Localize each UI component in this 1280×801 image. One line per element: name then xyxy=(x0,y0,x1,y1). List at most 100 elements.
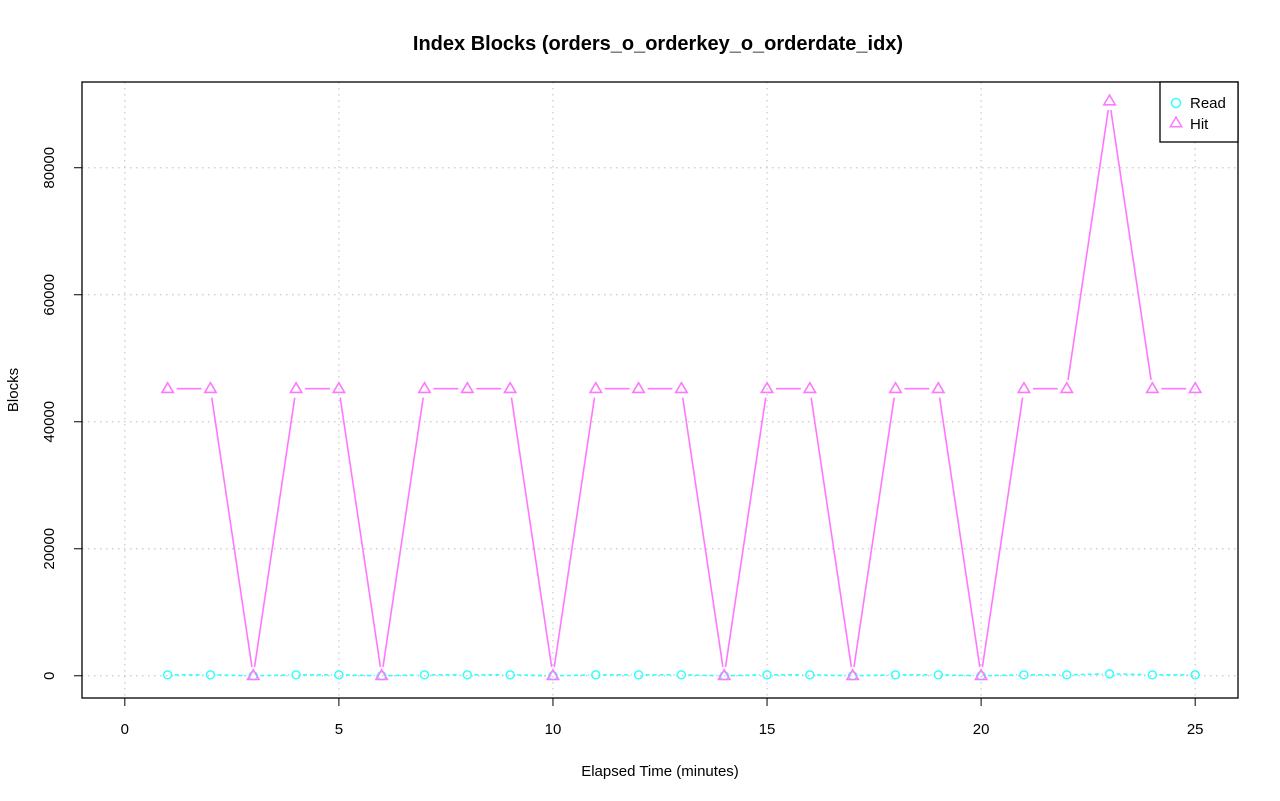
x-axis-label: Elapsed Time (minutes) xyxy=(581,763,739,780)
legend-read-marker xyxy=(1170,97,1182,109)
series-line-segment xyxy=(339,397,382,667)
legend-hit-label: Hit xyxy=(1190,116,1209,133)
plot-frame xyxy=(81,81,1239,699)
legend-read-label: Read xyxy=(1190,95,1226,112)
series-line-segment xyxy=(1067,109,1110,380)
legend-hit-marker xyxy=(1168,115,1184,128)
legend: Read Hit xyxy=(1159,81,1239,143)
data-point xyxy=(419,670,430,680)
data-point xyxy=(288,381,304,394)
data-point xyxy=(1102,93,1117,106)
data-point xyxy=(974,668,989,681)
x-tick-label: 20 xyxy=(973,721,990,738)
data-point xyxy=(631,381,646,394)
y-tick-label: 0 xyxy=(41,672,58,680)
series-line-segment xyxy=(988,674,1017,677)
series-line-segment xyxy=(382,397,424,667)
series-layer xyxy=(160,93,1203,681)
x-tick-label: 25 xyxy=(1187,721,1204,738)
series-line-segment xyxy=(945,674,975,677)
data-point xyxy=(417,381,432,394)
data-point xyxy=(1190,670,1200,680)
series-line-segment xyxy=(1110,109,1152,380)
series-line-segment xyxy=(859,674,889,677)
data-point xyxy=(162,670,173,680)
data-point xyxy=(246,668,261,681)
grid xyxy=(82,82,1238,698)
y-tick-label: 60000 xyxy=(41,274,58,316)
data-point xyxy=(802,381,817,394)
series-hit xyxy=(160,93,1203,681)
data-point xyxy=(1145,381,1160,394)
series-line-segment xyxy=(816,674,846,677)
series-line-segment xyxy=(253,397,296,667)
series-line-segment xyxy=(681,397,724,667)
data-point xyxy=(331,381,346,394)
data-point xyxy=(717,668,732,681)
data-point xyxy=(762,670,772,680)
y-tick-label: 80000 xyxy=(41,147,58,189)
data-point xyxy=(588,381,603,394)
data-point xyxy=(1104,669,1115,679)
data-point xyxy=(205,670,216,680)
x-tick-label: 10 xyxy=(545,721,562,738)
data-point xyxy=(334,670,344,680)
series-line-segment xyxy=(1073,673,1103,676)
data-point xyxy=(1061,670,1072,680)
series-line-segment xyxy=(559,674,589,677)
data-point xyxy=(545,668,561,681)
series-line-segment xyxy=(345,674,375,677)
data-point xyxy=(203,381,218,394)
series-line-segment xyxy=(553,397,596,667)
data-point xyxy=(1188,381,1203,394)
data-point xyxy=(674,381,689,394)
data-point xyxy=(759,381,775,394)
series-line-segment xyxy=(510,397,553,667)
series-line-segment xyxy=(688,674,718,677)
data-point xyxy=(1016,381,1032,394)
y-axis: 0 20000 40000 60000 80000 xyxy=(41,147,82,680)
series-line-segment xyxy=(981,397,1024,667)
data-point xyxy=(888,381,903,394)
data-point xyxy=(591,670,601,680)
data-point xyxy=(503,381,518,394)
series-line-segment xyxy=(217,674,247,677)
x-tick-label: 15 xyxy=(759,721,776,738)
x-tick-label: 5 xyxy=(335,721,343,738)
series-line-segment xyxy=(1116,673,1146,676)
legend-box xyxy=(1159,81,1239,143)
data-point xyxy=(160,381,175,394)
series-line-segment xyxy=(853,397,895,667)
data-point xyxy=(462,670,473,680)
series-read xyxy=(162,669,1200,681)
series-line-segment xyxy=(731,674,761,677)
series-line-segment xyxy=(260,674,290,677)
data-point xyxy=(505,670,515,680)
series-line-segment xyxy=(810,397,853,667)
series-line-segment xyxy=(210,397,253,667)
data-point xyxy=(1059,381,1074,394)
x-tick-label: 0 xyxy=(121,721,129,738)
data-point xyxy=(291,670,301,680)
data-point xyxy=(933,670,944,680)
series-line-segment xyxy=(938,397,981,667)
data-point xyxy=(931,381,946,394)
data-point xyxy=(845,668,860,681)
data-point xyxy=(460,381,475,394)
data-point xyxy=(805,670,815,680)
data-point xyxy=(890,670,901,680)
data-point xyxy=(633,670,644,680)
series-line-segment xyxy=(724,397,767,667)
data-point xyxy=(1019,670,1029,680)
chart-title: Index Blocks (orders_o_orderkey_o_orderd… xyxy=(413,33,903,55)
data-point xyxy=(676,670,687,680)
y-tick-label: 40000 xyxy=(41,401,58,443)
series-line-segment xyxy=(517,674,546,677)
data-point xyxy=(374,668,389,681)
data-point xyxy=(1147,670,1158,680)
y-tick-label: 20000 xyxy=(41,528,58,570)
series-line-segment xyxy=(388,674,418,677)
y-axis-label: Blocks xyxy=(5,368,22,412)
x-axis: 0 5 10 15 20 25 xyxy=(121,698,1204,738)
